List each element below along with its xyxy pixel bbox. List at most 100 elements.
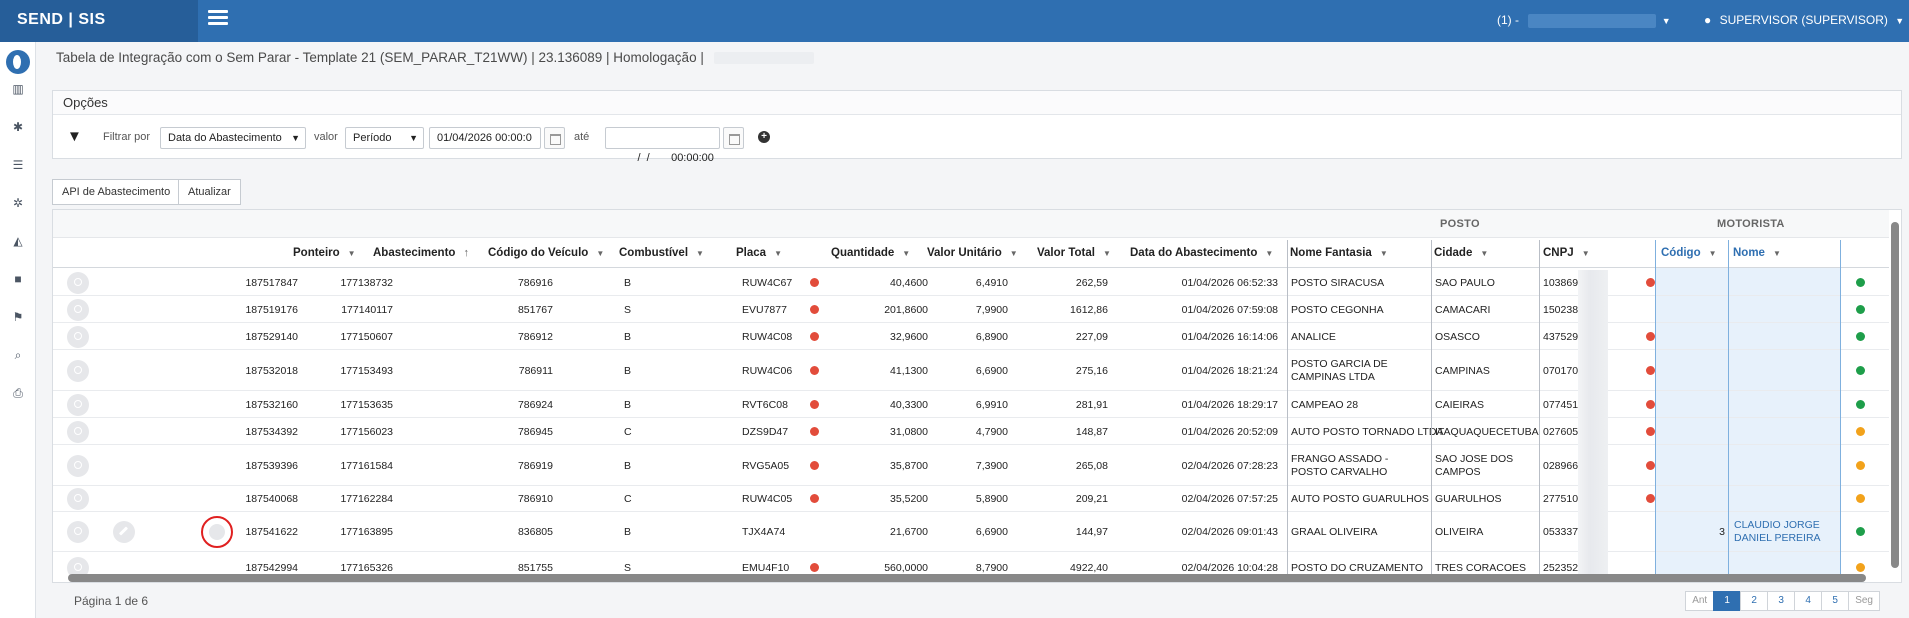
value-type-select[interactable]: Período ▼ <box>345 127 424 149</box>
pager-next-button[interactable]: Seg <box>1848 591 1880 611</box>
cell-cidade: TRES CORACOES <box>1435 562 1527 574</box>
col-nome[interactable]: Nome ▼ <box>1733 247 1781 259</box>
search-icon[interactable] <box>67 557 89 579</box>
col-codigo-veiculo[interactable]: Código do Veículo ▼ <box>488 247 605 259</box>
pencil-icon[interactable] <box>113 521 135 543</box>
col-placa[interactable]: Placa ▼ <box>736 247 782 259</box>
cell-combustivel: S <box>624 303 632 316</box>
hamburger-icon[interactable] <box>208 10 228 26</box>
cell-codigo-veiculo: 786919 <box>517 459 553 472</box>
cell-data-abastecimento: 01/04/2026 20:52:09 <box>1181 425 1278 438</box>
col-ponteiro[interactable]: Ponteiro ▼ <box>293 247 356 259</box>
cell-data-abastecimento: 01/04/2026 07:59:08 <box>1181 303 1278 316</box>
filter-icon[interactable]: ▼ <box>67 128 82 145</box>
col-valor-unitario[interactable]: Valor Unitário ▼ <box>927 247 1018 259</box>
col-valor-total[interactable]: Valor Total ▼ <box>1037 247 1111 259</box>
cell-codigo-veiculo: 786911 <box>518 364 553 377</box>
table-row[interactable] <box>53 350 1889 391</box>
pager-page-2[interactable]: 2 <box>1740 591 1769 611</box>
cell-combustivel: B <box>624 277 632 289</box>
highlighted-action-icon[interactable] <box>201 516 233 548</box>
cell-valor-unitario: 7,9900 <box>975 303 1008 316</box>
truck-icon[interactable]: ■ <box>14 272 22 286</box>
table-row[interactable] <box>53 270 1889 296</box>
horizontal-scrollbar[interactable] <box>68 574 1866 582</box>
col-codigo[interactable]: Código ▼ <box>1661 247 1717 259</box>
date-from-input[interactable]: 01/04/2026 00:00:0 <box>429 127 541 149</box>
calendar-icon[interactable] <box>723 127 744 149</box>
pager-page-1[interactable]: 1 <box>1713 591 1742 611</box>
search-icon[interactable]: ⌕ <box>14 348 22 362</box>
search-icon[interactable] <box>67 298 89 321</box>
cell-quantidade: 560,0000 <box>884 562 928 574</box>
filter-field-select[interactable]: Data do Abastecimento ▼ <box>160 127 306 149</box>
cell-nome: CLAUDIO JORGE DANIEL PEREIRA <box>1734 519 1821 544</box>
search-icon[interactable] <box>67 521 89 543</box>
status-dot <box>1646 331 1655 341</box>
bar-chart-icon[interactable]: ▥ <box>12 82 24 96</box>
search-icon[interactable] <box>67 454 89 477</box>
pager-page-5[interactable]: 5 <box>1821 591 1850 611</box>
gears-icon[interactable]: ✲ <box>12 196 24 210</box>
flag-icon[interactable]: ⚑ <box>12 310 24 324</box>
table-row[interactable] <box>53 418 1889 445</box>
cell-cidade: ITAQUAQUECETUBA <box>1435 425 1539 438</box>
col-cidade[interactable]: Cidade ▼ <box>1434 247 1489 259</box>
plus-circle-icon[interactable]: + <box>758 131 770 143</box>
value-type-value: Período <box>353 132 392 144</box>
status-dot <box>1856 460 1865 470</box>
col-quantidade[interactable]: Quantidade ▼ <box>831 247 911 259</box>
table-row[interactable] <box>53 296 1889 323</box>
vertical-scrollbar[interactable] <box>1891 210 1899 580</box>
pager-page-3[interactable]: 3 <box>1767 591 1796 611</box>
value-label: valor <box>314 131 338 143</box>
gear-icon[interactable]: ✱ <box>12 120 24 134</box>
user-menu[interactable]: ● SUPERVISOR (SUPERVISOR) ▼ <box>1704 13 1904 27</box>
table-row[interactable] <box>53 391 1889 418</box>
print-icon[interactable]: ⎙ <box>13 386 23 400</box>
server-icon[interactable]: ☰ <box>12 158 24 172</box>
group-posto: POSTO <box>1440 218 1480 230</box>
pager-prev-button[interactable]: Ant <box>1685 591 1715 611</box>
cell-ponteiro: 187517847 <box>245 277 298 289</box>
page-title-text: Tabela de Integração com o Sem Parar - T… <box>56 50 704 65</box>
col-cnpj[interactable]: CNPJ ▼ <box>1543 247 1590 259</box>
table-row[interactable] <box>53 486 1889 512</box>
col-combustivel[interactable]: Combustível ▼ <box>619 247 704 259</box>
date-to-input[interactable]: / / 00:00:00 <box>605 127 720 164</box>
app-logo-icon[interactable] <box>6 50 30 74</box>
status-dot <box>810 331 819 341</box>
col-data-abastecimento[interactable]: Data do Abastecimento ▼ <box>1130 247 1274 259</box>
search-icon[interactable] <box>67 272 89 294</box>
cell-nome-fantasia: ANALICE <box>1291 330 1336 343</box>
col-nome-fantasia[interactable]: Nome Fantasia ▼ <box>1290 247 1388 259</box>
col-abastecimento[interactable]: Abastecimento ↑ <box>373 247 469 259</box>
area-chart-icon[interactable]: ◭ <box>13 234 23 248</box>
api-abastecimento-button[interactable]: API de Abastecimento <box>52 179 181 205</box>
cell-placa: RUW4C05 <box>742 493 793 505</box>
group-motorista: MOTORISTA <box>1717 218 1785 230</box>
date-from-value: 01/04/2026 00:00:0 <box>437 132 532 144</box>
cell-valor-total: 4922,40 <box>1070 562 1108 574</box>
table-row[interactable] <box>53 323 1889 350</box>
cell-cnpj: 150238 <box>1543 303 1579 316</box>
search-icon[interactable] <box>67 488 89 510</box>
cell-combustivel: S <box>624 562 632 574</box>
search-icon[interactable] <box>67 359 89 382</box>
cell-data-abastecimento: 02/04/2026 09:01:43 <box>1181 526 1278 538</box>
table-row[interactable] <box>53 512 1889 552</box>
brand-logo[interactable]: SEND | SIS <box>0 0 198 42</box>
until-label: até <box>574 131 590 143</box>
search-icon[interactable] <box>67 420 89 443</box>
company-selector[interactable]: (1) - ▼ <box>1497 13 1671 28</box>
cell-cnpj: 053337 <box>1543 526 1579 538</box>
pager-page-4[interactable]: 4 <box>1794 591 1823 611</box>
search-icon[interactable] <box>67 325 89 348</box>
search-icon[interactable] <box>67 393 89 416</box>
chevron-down-icon: ▼ <box>291 133 300 143</box>
refresh-button[interactable]: Atualizar <box>178 179 241 205</box>
cell-valor-unitario: 4,7900 <box>975 425 1008 438</box>
cell-ponteiro: 187532018 <box>245 364 298 377</box>
calendar-icon[interactable] <box>544 127 565 149</box>
table-row[interactable] <box>53 445 1889 486</box>
